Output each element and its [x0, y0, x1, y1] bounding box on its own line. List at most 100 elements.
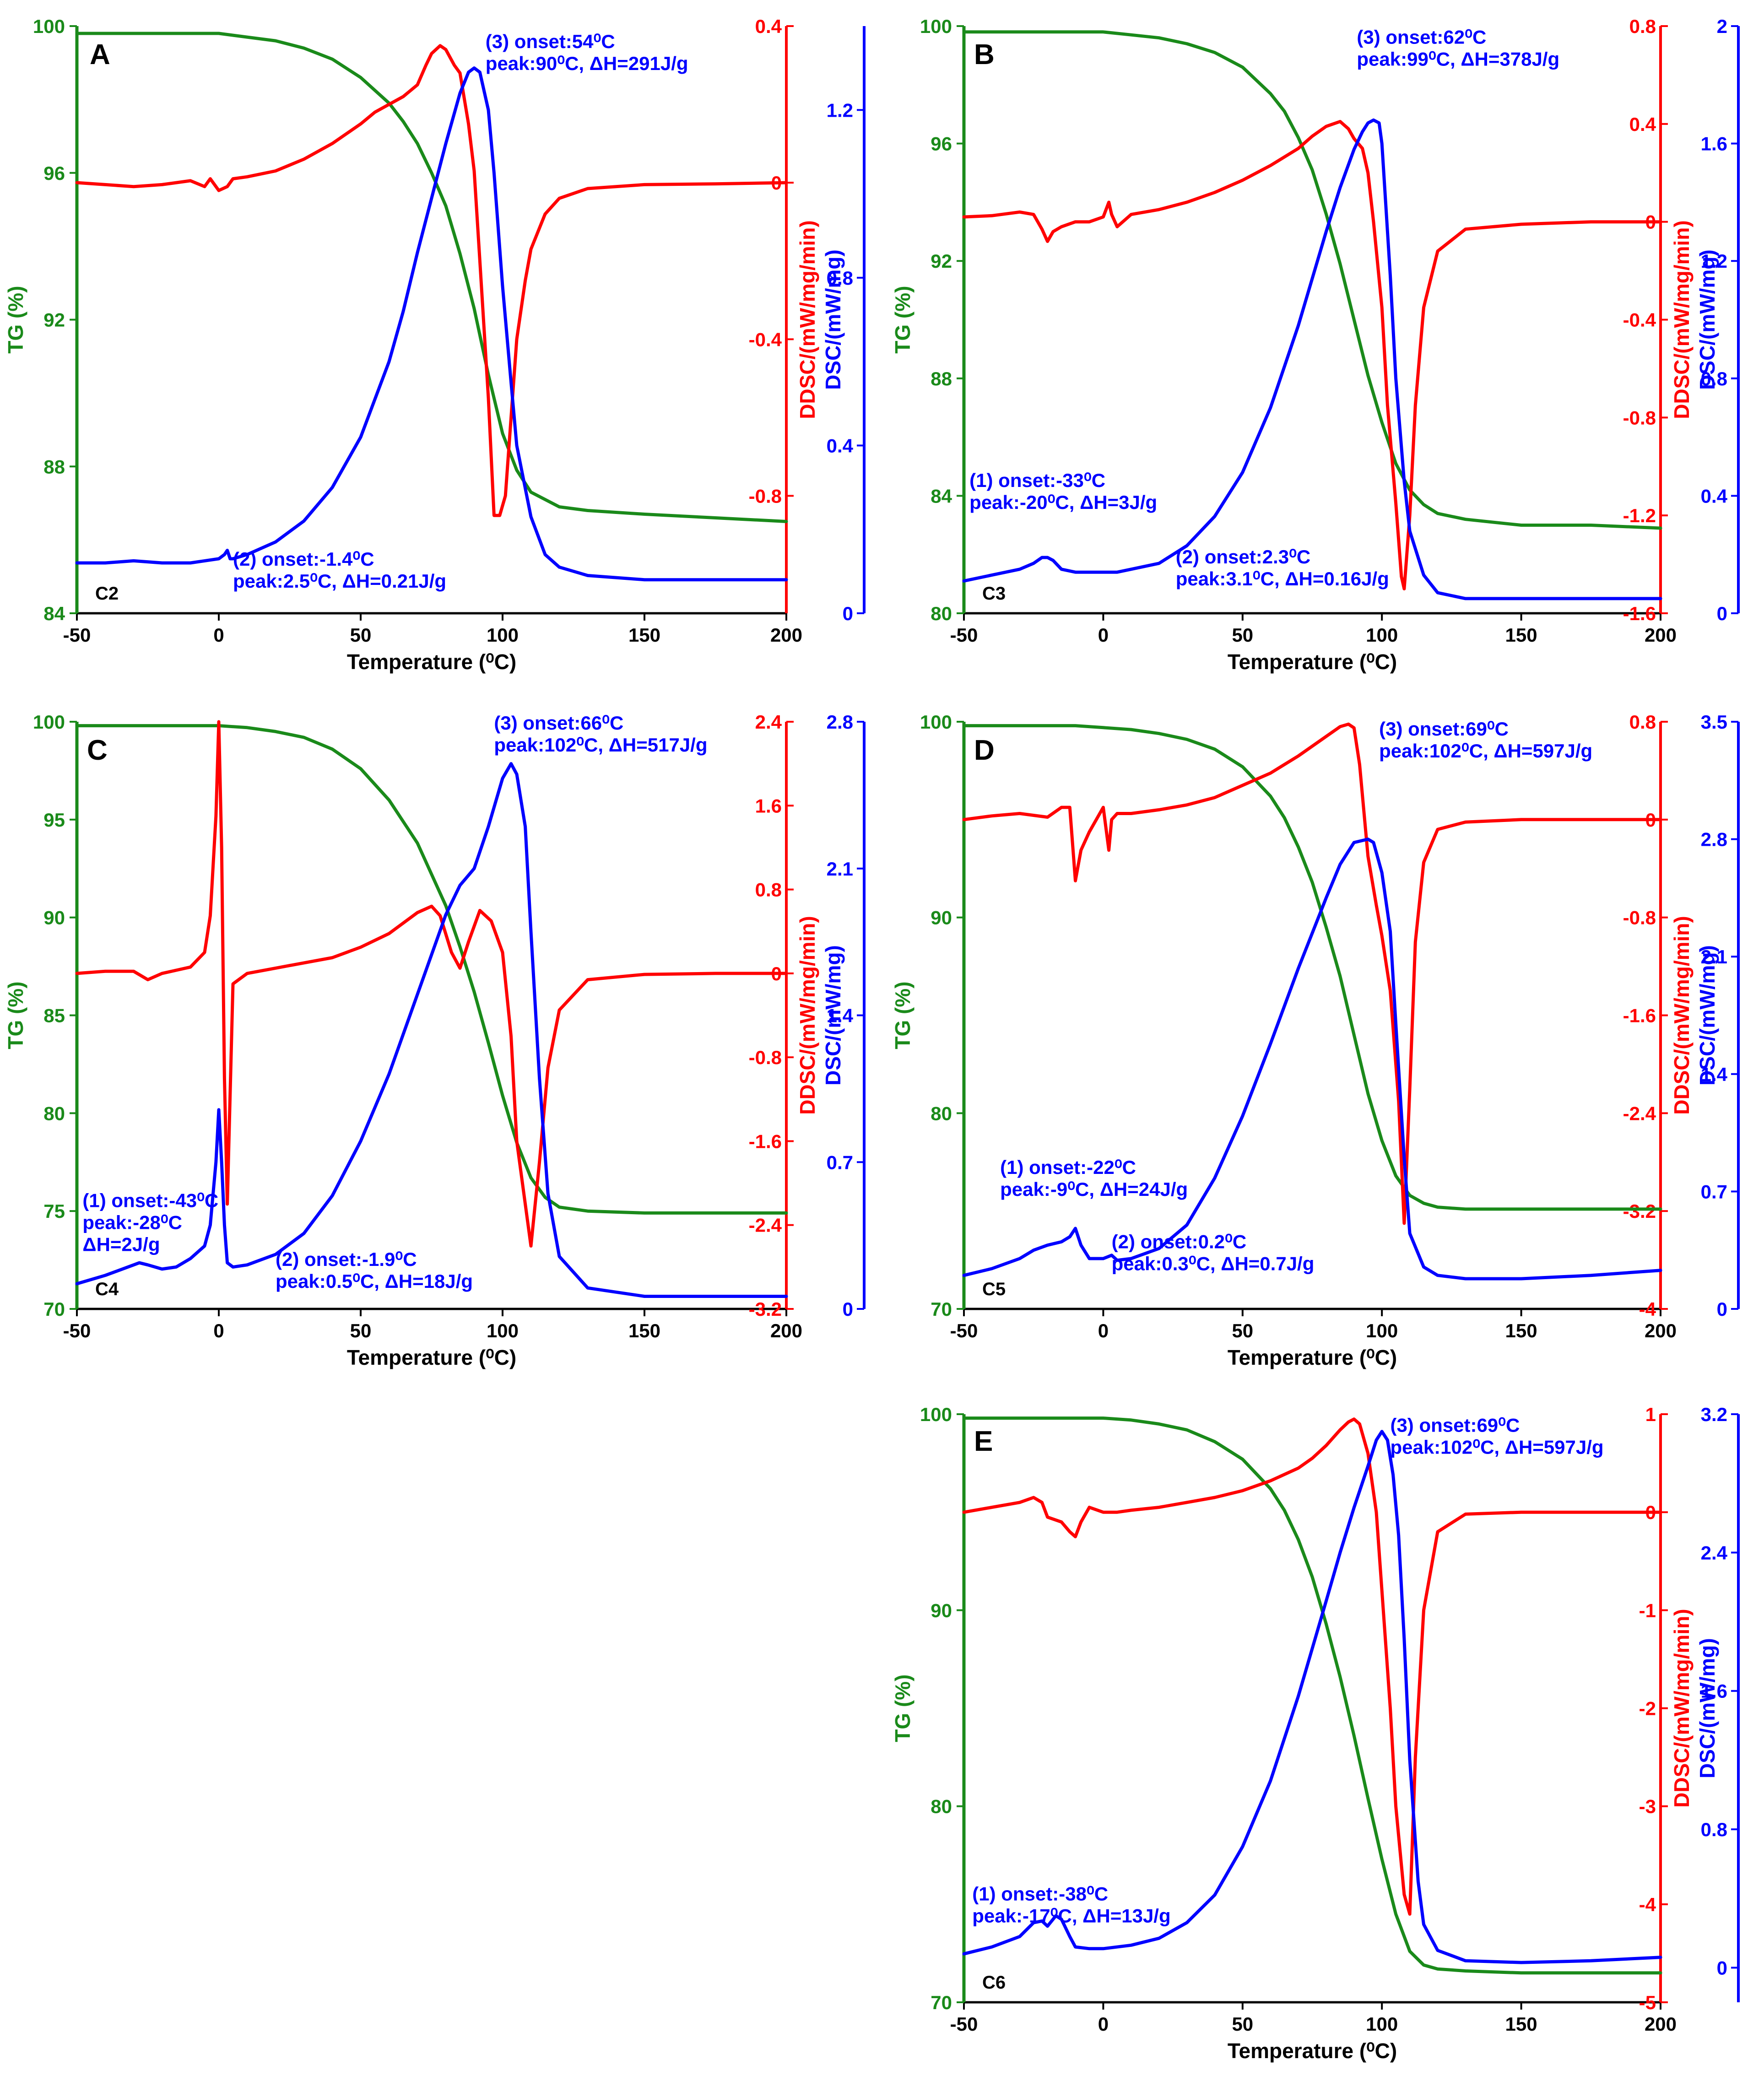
x-tick-label: 0: [1098, 2013, 1109, 2035]
dsc-axis-title: DSC/(mW/mg): [1695, 945, 1719, 1086]
annotation-line: peak:102⁰C, ΔH=597J/g: [1379, 740, 1592, 762]
dsc-tick-label: 3.5: [1701, 711, 1727, 733]
dsc-tick-label: 2.1: [827, 858, 853, 880]
tg-curve: [75, 724, 788, 1215]
ddsc-tick-label: -1.6: [1623, 603, 1656, 624]
dsc-tick-label: 0: [843, 603, 853, 624]
tg-tick-label: 96: [931, 133, 952, 155]
ddsc-tick-label: -0.8: [749, 1047, 782, 1068]
x-tick-label: 200: [1645, 1320, 1677, 1341]
x-tick-label: 100: [1366, 624, 1398, 646]
dsc-tick-label: 0.7: [1701, 1181, 1727, 1202]
annotation-line: (3) onset:69⁰C: [1379, 718, 1509, 740]
dsc-tick-label: 0: [1717, 1957, 1727, 1978]
tg-axis-title: TG (%): [891, 1674, 914, 1742]
annotation-line: (1) onset:-43⁰C: [82, 1190, 218, 1211]
panel-letter: C: [87, 735, 108, 766]
tg-tick-label: 92: [43, 309, 65, 331]
tg-tick-label: 100: [920, 1404, 952, 1425]
dsc-tick-label: 0.8: [1701, 1819, 1727, 1840]
tg-tick-label: 80: [931, 1103, 952, 1124]
peak-annotation: (2) onset:0.2⁰C peak:0.3⁰C, ΔH=0.7J/g: [1112, 1231, 1315, 1274]
peak-annotation: (1) onset:-33⁰C peak:-20⁰C, ΔH=3J/g: [969, 470, 1157, 513]
dsc-tick-label: 2.4: [1701, 1542, 1728, 1563]
dsc-curve: [962, 838, 1662, 1281]
x-tick-label: 0: [213, 624, 224, 646]
x-tick-label: 150: [628, 624, 660, 646]
ddsc-tick-label: -2: [1639, 1698, 1656, 1719]
sample-label: C4: [95, 1279, 119, 1299]
ddsc-curve: [962, 120, 1662, 590]
ddsc-tick-label: 1: [1645, 1404, 1656, 1425]
annotation-line: peak:3.1⁰C, ΔH=0.16J/g: [1176, 568, 1389, 589]
peak-annotation: (2) onset:-1.4⁰C peak:2.5⁰C, ΔH=0.21J/g: [233, 548, 446, 592]
tg-tick-label: 80: [931, 603, 952, 624]
ddsc-tick-label: -3.2: [749, 1298, 782, 1320]
x-tick-label: 50: [350, 624, 372, 646]
ddsc-tick-label: 0.8: [1629, 711, 1656, 733]
annotation-line: (3) onset:62⁰C: [1357, 26, 1486, 48]
annotation-line: peak:0.5⁰C, ΔH=18J/g: [276, 1270, 473, 1292]
x-tick-label: 200: [770, 1320, 802, 1341]
peak-annotation: (3) onset:66⁰C peak:102⁰C, ΔH=517J/g: [494, 712, 707, 756]
x-tick-label: 150: [1505, 2013, 1537, 2035]
x-tick-label: 50: [350, 1320, 372, 1341]
dsc-tick-label: 0: [843, 1298, 853, 1320]
tg-tick-label: 70: [931, 1298, 952, 1320]
tg-tick-label: 85: [43, 1005, 65, 1027]
panel-d: -50 0 50 100 150 200 Temperature (⁰C) 70 80 90 100…: [891, 711, 1740, 1369]
annotation-line: (3) onset:66⁰C: [494, 712, 623, 734]
dsc-tick-label: 2.8: [827, 711, 853, 733]
peak-annotation: (1) onset:-38⁰C peak:-17⁰C, ΔH=13J/g: [972, 1883, 1170, 1926]
tg-tick-label: 96: [43, 162, 65, 184]
panel-c: -50 0 50 100 150 200 Temperature (⁰C) 70 75 80 85 9…: [4, 711, 866, 1369]
ddsc-axis-title: DDSC/(mW/mg/min): [1670, 916, 1694, 1114]
tg-tick-label: 84: [43, 603, 65, 624]
dsc-tick-label: 0.4: [827, 435, 854, 456]
peak-annotation: (2) onset:2.3⁰C peak:3.1⁰C, ΔH=0.16J/g: [1176, 546, 1389, 589]
dsc-axis-title: DSC/(mW/mg): [1695, 1638, 1719, 1778]
annotation-line: (3) onset:69⁰C: [1390, 1415, 1520, 1436]
dsc-curve: [75, 66, 788, 582]
tg-axis-title: TG (%): [891, 286, 914, 353]
ddsc-tick-label: -1.6: [749, 1130, 782, 1152]
panel-letter: B: [974, 39, 995, 70]
tg-tick-label: 100: [33, 16, 65, 37]
dsc-curve: [962, 1430, 1662, 1964]
ddsc-curve: [75, 44, 788, 517]
annotation-line: (1) onset:-38⁰C: [972, 1883, 1108, 1904]
dsc-tick-label: 2: [1717, 16, 1727, 37]
ddsc-tick-label: -1.2: [1623, 505, 1656, 526]
ddsc-tick-label: -4: [1639, 1894, 1656, 1915]
peak-annotation: (1) onset:-22⁰C peak:-9⁰C, ΔH=24J/g: [1000, 1157, 1188, 1200]
panel-b: -50 0 50 100 150 200 Temperature (⁰C) 80 84 88 92 9…: [891, 16, 1740, 674]
sample-label: C5: [982, 1279, 1006, 1299]
ddsc-tick-label: -0.8: [749, 485, 782, 507]
dsc-axis-title: DSC/(mW/mg): [821, 249, 845, 390]
tg-tick-label: 100: [920, 711, 952, 733]
tg-tick-label: 80: [931, 1796, 952, 1817]
x-axis-title: Temperature (⁰C): [347, 1346, 516, 1369]
dsc-tick-label: 1.6: [1701, 133, 1727, 155]
dsc-tick-label: 1.2: [827, 99, 853, 121]
tg-tick-label: 95: [43, 809, 65, 831]
x-tick-label: 100: [1366, 2013, 1398, 2035]
ddsc-tick-label: 0.8: [755, 879, 782, 901]
ddsc-curve: [962, 722, 1662, 1225]
annotation-line: peak:102⁰C, ΔH=517J/g: [494, 734, 707, 756]
dsc-tick-label: 2.8: [1701, 829, 1727, 850]
x-axis-title: Temperature (⁰C): [347, 650, 516, 674]
tg-axis-title: TG (%): [891, 981, 914, 1049]
x-tick-label: 100: [487, 1320, 519, 1341]
peak-annotation: (3) onset:69⁰C peak:102⁰C, ΔH=597J/g: [1390, 1415, 1603, 1458]
annotation-line: peak:90⁰C, ΔH=291J/g: [486, 53, 688, 74]
ddsc-tick-label: 1.6: [755, 795, 782, 816]
tg-tick-label: 100: [33, 711, 65, 733]
tg-tick-label: 90: [931, 907, 952, 929]
ddsc-axis-title: DDSC/(mW/mg/min): [1670, 220, 1694, 419]
ddsc-tick-label: -3: [1639, 1796, 1656, 1817]
ddsc-tick-label: -3.2: [1623, 1200, 1656, 1222]
peak-annotation: (3) onset:62⁰C peak:99⁰C, ΔH=378J/g: [1357, 26, 1559, 70]
